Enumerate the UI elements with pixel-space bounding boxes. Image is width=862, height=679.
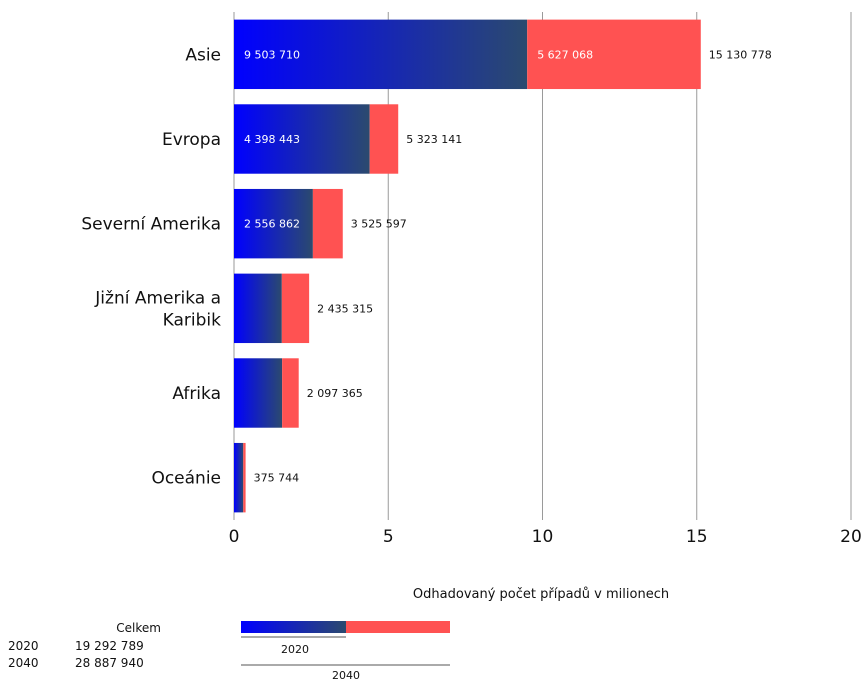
category-label: Jižní Amerika a	[94, 288, 221, 308]
bar-2020	[234, 442, 244, 513]
legend-year-2040: 2040	[8, 656, 39, 670]
category-label: Oceánie	[151, 469, 221, 489]
bar-increase	[527, 19, 701, 90]
category-label: Karibik	[163, 310, 221, 330]
bar-2020	[234, 358, 283, 428]
x-tick-label: 20	[840, 527, 862, 547]
bar-increase	[282, 358, 299, 428]
legend-bar-label-2020: 2020	[281, 643, 309, 656]
x-tick-label: 15	[686, 527, 708, 547]
value-label-2020: 4 398 443	[244, 133, 300, 146]
category-label: Asie	[185, 45, 221, 65]
value-label-total: 5 323 141	[406, 133, 462, 146]
x-tick-label: 0	[229, 527, 240, 547]
value-label-total: 2 435 315	[317, 302, 373, 315]
legend-total-2020: 19 292 789	[75, 639, 144, 653]
value-label-total: 2 097 365	[307, 387, 363, 400]
legend-bar-increase	[346, 621, 450, 633]
value-label-2020: 2 556 862	[244, 218, 300, 231]
legend-bar-2020	[241, 621, 346, 633]
bar-increase	[369, 104, 399, 174]
x-tick-label: 5	[383, 527, 394, 547]
bar-2020	[234, 273, 282, 344]
bars: 9 503 710 5 627 068 15 130 778 4 398 443 5 3…	[234, 19, 772, 513]
bar-2020	[234, 19, 528, 90]
bar-increase	[312, 188, 343, 259]
value-label-increase: 5 627 068	[537, 48, 593, 61]
legend: Celkem 2020 19 292 789 2040 28 887 940 2…	[8, 621, 450, 679]
value-label-total: 3 525 597	[351, 218, 407, 231]
bar-2020	[234, 188, 313, 259]
value-label-total: 375 744	[254, 472, 300, 485]
legend-total-2040: 28 887 940	[75, 656, 144, 670]
category-label: Severní Amerika	[81, 215, 221, 235]
legend-bar-label-2040: 2040	[332, 669, 360, 679]
bar-2020	[234, 104, 370, 174]
category-label: Evropa	[162, 130, 221, 150]
x-tick-label: 10	[532, 527, 554, 547]
category-labels: Asie Evropa Severní Amerika Jižní Amerika a…	[81, 45, 221, 488]
x-tick-labels: 0 5 10 15 20	[229, 527, 862, 547]
x-axis-title: Odhadovaný počet případů v milionech	[413, 587, 669, 602]
legend-year-2020: 2020	[8, 639, 39, 653]
bar-increase	[243, 442, 246, 513]
bar-increase	[281, 273, 310, 344]
gridlines	[233, 12, 852, 520]
value-label-2020: 9 503 710	[244, 48, 300, 61]
category-label: Afrika	[172, 384, 221, 404]
value-label-total: 15 130 778	[709, 48, 772, 61]
legend-header: Celkem	[116, 621, 161, 635]
